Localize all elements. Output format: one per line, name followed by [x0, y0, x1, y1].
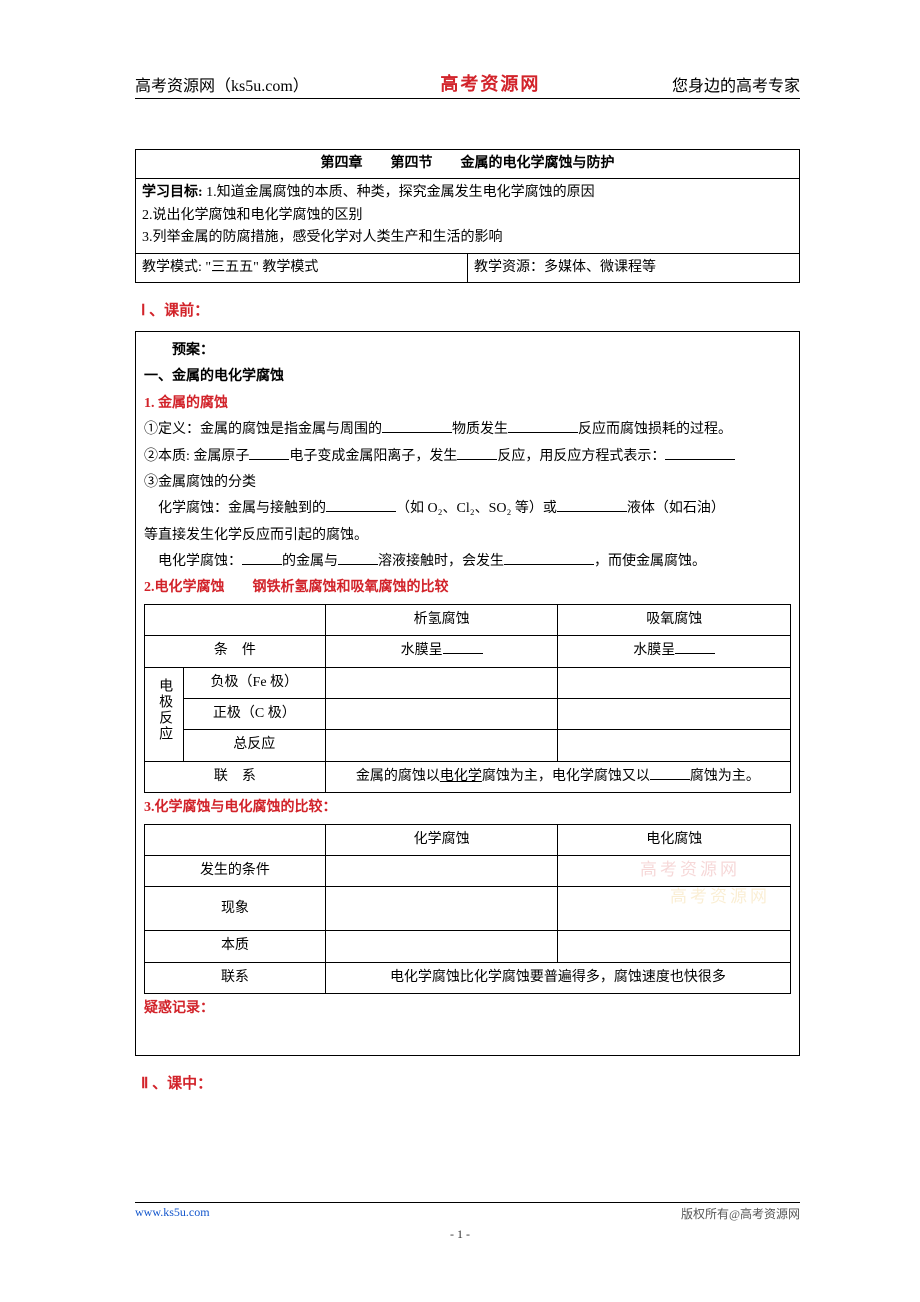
cond-2: 水膜呈 [558, 636, 791, 667]
t: 反应而腐蚀损耗的过程。 [578, 422, 732, 437]
total-label: 总反应 [183, 730, 325, 761]
section-2-heading: Ⅱ 、课中： [141, 1072, 800, 1096]
blank [557, 498, 627, 512]
blank [650, 766, 690, 780]
obj-2: 2.说出化学腐蚀和电化学腐蚀的区别 [142, 208, 363, 223]
t: 电化学腐蚀： [144, 554, 242, 569]
mode-right: 教学资源：多媒体、微课程等 [468, 253, 800, 282]
obj-1: 1.知道金属腐蚀的本质、种类，探究金属发生电化学腐蚀的原因 [206, 185, 595, 200]
header-left: 高考资源网（ks5u.com） [135, 72, 309, 96]
cond-1: 水膜呈 [325, 636, 558, 667]
blank [504, 551, 594, 565]
page-header: 高考资源网（ks5u.com） 高考资源网 您身边的高考专家 [135, 70, 800, 99]
blank [249, 446, 289, 460]
preplan-label: 预案： [144, 340, 791, 362]
h1: 一、金属的电化学腐蚀 [144, 366, 791, 388]
t2-r1: 发生的条件 [145, 855, 326, 886]
t: 液体（如石油） [627, 501, 725, 516]
h3: 2.电化学腐蚀 钢铁析氢腐蚀和吸氧腐蚀的比较 [144, 577, 791, 599]
mode-left: 教学模式: "三五五" 教学模式 [136, 253, 468, 282]
t: 腐蚀为主。 [690, 769, 760, 784]
objectives-label: 学习目标: [142, 185, 206, 200]
col-h3: 吸氧腐蚀 [558, 604, 791, 635]
t: ②本质: 金属原子 [144, 449, 249, 464]
t2-r3: 本质 [145, 931, 326, 962]
blank [242, 551, 282, 565]
chem-vs-echem-table: 化学腐蚀 电化腐蚀 发生的条件 现象 本质 联系 电化学腐蚀比化学腐蚀 [144, 824, 791, 995]
cond-label: 条 件 [145, 636, 326, 667]
blank [508, 419, 578, 433]
def-line: ①定义：金属的腐蚀是指金属与周围的 物质发生 反应而腐蚀损耗的过程。 [144, 419, 791, 441]
t: 的金属与 [282, 554, 338, 569]
t: 金属的腐蚀以 [356, 769, 440, 784]
u: 电化学 [440, 769, 482, 784]
t: （如 O₂、Cl₂、SO₂ 等）或 [396, 501, 557, 516]
obj-3: 3.列举金属的防腐措施，感受化学对人类生产和生活的影响 [142, 230, 503, 245]
t: 电子变成金属阳离子，发生 [289, 449, 457, 464]
header-center-logo: 高考资源网 [440, 70, 540, 96]
chapter-title: 第四章 第四节 金属的电化学腐蚀与防护 [136, 150, 800, 179]
page-footer: www.ks5u.com 版权所有@高考资源网 [135, 1202, 800, 1222]
echem-corr-line: 电化学腐蚀： 的金属与 溶液接触时，会发生 ，而使金属腐蚀。 [144, 551, 791, 573]
t2-r4-val: 电化学腐蚀比化学腐蚀要普遍得多，腐蚀速度也快很多 [325, 962, 790, 993]
blank [675, 640, 715, 654]
t: 水膜呈 [633, 643, 675, 658]
title-table: 第四章 第四节 金属的电化学腐蚀与防护 学习目标: 1.知道金属腐蚀的本质、种类… [135, 149, 800, 283]
chem-corr-line2: 等直接发生化学反应而引起的腐蚀。 [144, 525, 791, 547]
blank [382, 419, 452, 433]
classify-line: ③金属腐蚀的分类 [144, 472, 791, 494]
h2: 1. 金属的腐蚀 [144, 393, 791, 415]
blank [326, 498, 396, 512]
pos-label: 正极（C 极） [183, 699, 325, 730]
t: 电极反应 [153, 678, 175, 742]
t2-r2: 现象 [145, 887, 326, 931]
header-right: 您身边的高考专家 [672, 72, 800, 96]
t: ，而使金属腐蚀。 [594, 554, 706, 569]
essence-line: ②本质: 金属原子 电子变成金属阳离子，发生 反应，用反应方程式表示： [144, 446, 791, 468]
relation-text: 金属的腐蚀以电化学腐蚀为主，电化学腐蚀又以 腐蚀为主。 [325, 761, 790, 792]
t2-col1: 化学腐蚀 [325, 824, 558, 855]
section-1-heading: Ⅰ 、课前： [141, 299, 800, 323]
t2-col2: 电化腐蚀 [558, 824, 791, 855]
t: 腐蚀为主，电化学腐蚀又以 [482, 769, 650, 784]
blank [338, 551, 378, 565]
t: 反应，用反应方程式表示： [497, 449, 665, 464]
doubt-label: 疑惑记录： [144, 998, 791, 1020]
t2-r4: 联系 [145, 962, 326, 993]
footer-url: www.ks5u.com [135, 1205, 210, 1222]
blank [665, 446, 735, 460]
footer-right: 版权所有@高考资源网 [681, 1205, 800, 1222]
electrode-vert: 电极反应 [145, 667, 184, 761]
h4: 3.化学腐蚀与电化腐蚀的比较： [144, 797, 791, 819]
preclass-box: 预案： 一、金属的电化学腐蚀 1. 金属的腐蚀 ①定义：金属的腐蚀是指金属与周围… [135, 331, 800, 1056]
neg-label: 负极（Fe 极） [183, 667, 325, 698]
t: 化学腐蚀：金属与接触到的 [144, 501, 326, 516]
t: 水膜呈 [401, 643, 443, 658]
corrosion-compare-table: 析氢腐蚀 吸氧腐蚀 条 件 水膜呈 水膜呈 电极反应 负极（Fe 极） 正极（C… [144, 604, 791, 793]
t: 溶液接触时，会发生 [378, 554, 504, 569]
objectives-cell: 学习目标: 1.知道金属腐蚀的本质、种类，探究金属发生电化学腐蚀的原因 2.说出… [136, 179, 800, 253]
blank [443, 640, 483, 654]
chem-corr-line: 化学腐蚀：金属与接触到的 （如 O₂、Cl₂、SO₂ 等）或 液体（如石油） [144, 498, 791, 520]
relation-label: 联 系 [145, 761, 326, 792]
document-content: 第四章 第四节 金属的电化学腐蚀与防护 学习目标: 1.知道金属腐蚀的本质、种类… [135, 149, 800, 1096]
col-h2: 析氢腐蚀 [325, 604, 558, 635]
t: ①定义：金属的腐蚀是指金属与周围的 [144, 422, 382, 437]
t: 物质发生 [452, 422, 508, 437]
page-number: - 1 - [0, 1227, 920, 1242]
blank [457, 446, 497, 460]
